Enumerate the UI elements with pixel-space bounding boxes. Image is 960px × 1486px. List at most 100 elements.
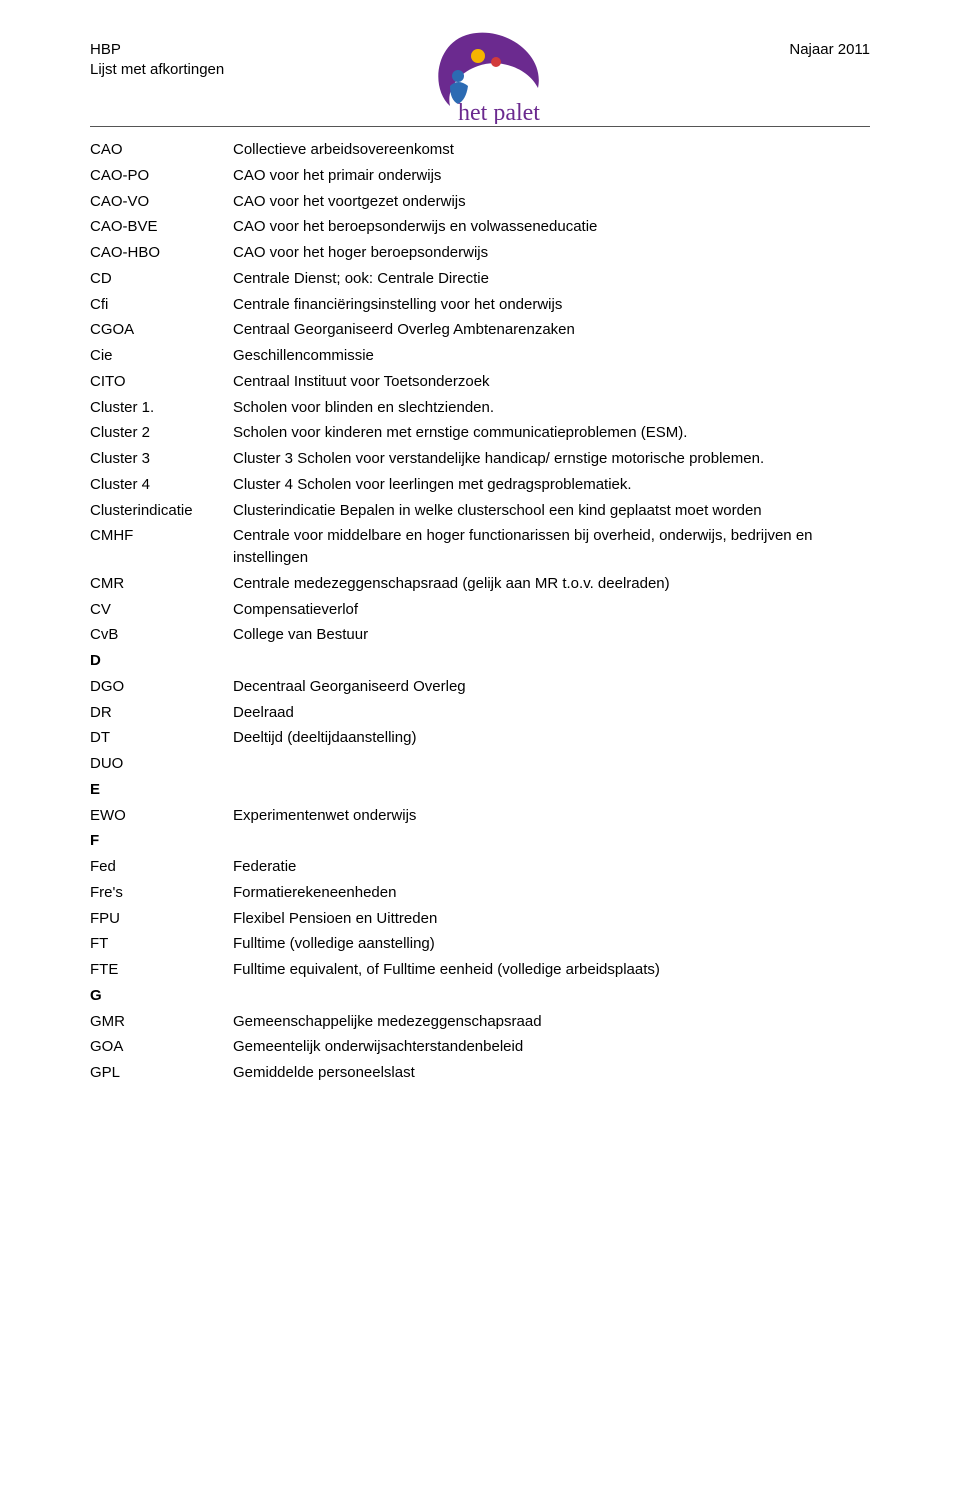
abbr: CMR: [90, 571, 233, 597]
section-heading: E: [90, 777, 870, 803]
def: Experimentenwet onderwijs: [233, 803, 870, 829]
def: Scholen voor blinden en slechtzienden.: [233, 395, 870, 421]
abbr: DT: [90, 725, 233, 751]
header-title-line1: HBP: [90, 40, 224, 60]
abbr: Cie: [90, 343, 233, 369]
table-row: CGOACentraal Georganiseerd Overleg Ambte…: [90, 317, 870, 343]
abbr: Cluster 2: [90, 420, 233, 446]
def: Compensatieverlof: [233, 597, 870, 623]
abbr: CGOA: [90, 317, 233, 343]
def: Centrale financiëringsinstelling voor he…: [233, 292, 870, 318]
table-row: GPLGemiddelde personeelslast: [90, 1060, 870, 1086]
table-row: CMHFCentrale voor middelbare en hoger fu…: [90, 523, 870, 571]
table-row: GOAGemeentelijk onderwijsachterstandenbe…: [90, 1034, 870, 1060]
def: [233, 751, 870, 777]
table-row: CAO-VOCAO voor het voortgezet onderwijs: [90, 189, 870, 215]
table-row: EWOExperimentenwet onderwijs: [90, 803, 870, 829]
def: Decentraal Georganiseerd Overleg: [233, 674, 870, 700]
abbr: Cluster 3: [90, 446, 233, 472]
table-row: DTDeeltijd (deeltijdaanstelling): [90, 725, 870, 751]
section-letter: E: [90, 777, 233, 803]
def: CAO voor het beroepsonderwijs en volwass…: [233, 214, 870, 240]
table-row: Cluster 4Cluster 4 Scholen voor leerling…: [90, 472, 870, 498]
table-row: Fre'sFormatierekeneenheden: [90, 880, 870, 906]
header-title-line2: Lijst met afkortingen: [90, 60, 224, 80]
abbr: Cluster 4: [90, 472, 233, 498]
abbr: GMR: [90, 1009, 233, 1035]
table-row: Cluster 1.Scholen voor blinden en slecht…: [90, 395, 870, 421]
def: Flexibel Pensioen en Uittreden: [233, 906, 870, 932]
def: Centrale voor middelbare en hoger functi…: [233, 523, 870, 571]
def: Scholen voor kinderen met ernstige commu…: [233, 420, 870, 446]
abbr: CvB: [90, 622, 233, 648]
header-right: Najaar 2011: [789, 40, 870, 60]
abbr: CD: [90, 266, 233, 292]
table-row: CfiCentrale financiëringsinstelling voor…: [90, 292, 870, 318]
def: CAO voor het voortgezet onderwijs: [233, 189, 870, 215]
abbr: Cfi: [90, 292, 233, 318]
table-row: CvBCollege van Bestuur: [90, 622, 870, 648]
table-section-d: D DGODecentraal Georganiseerd Overleg DR…: [90, 648, 870, 777]
def: College van Bestuur: [233, 622, 870, 648]
section-heading: G: [90, 983, 870, 1009]
table-section-e: E EWOExperimentenwet onderwijs: [90, 777, 870, 829]
abbr: DGO: [90, 674, 233, 700]
table-row: CAO-POCAO voor het primair onderwijs: [90, 163, 870, 189]
abbr: GPL: [90, 1060, 233, 1086]
table-row: CITOCentraal Instituut voor Toetsonderzo…: [90, 369, 870, 395]
header-rule: [90, 126, 870, 127]
header-left: HBP Lijst met afkortingen: [90, 40, 224, 81]
table-row: CieGeschillencommissie: [90, 343, 870, 369]
abbr: GOA: [90, 1034, 233, 1060]
svg-text:het palet: het palet: [458, 100, 540, 124]
section-heading: F: [90, 828, 870, 854]
def: Deelraad: [233, 700, 870, 726]
section-heading: D: [90, 648, 870, 674]
table-row: FedFederatie: [90, 854, 870, 880]
abbr: CV: [90, 597, 233, 623]
abbr: CAO-PO: [90, 163, 233, 189]
table-row: DRDeelraad: [90, 700, 870, 726]
def: Fulltime equivalent, of Fulltime eenheid…: [233, 957, 870, 983]
abbr: CAO: [90, 137, 233, 163]
def: Centraal Instituut voor Toetsonderzoek: [233, 369, 870, 395]
table-row: DGODecentraal Georganiseerd Overleg: [90, 674, 870, 700]
def: Fulltime (volledige aanstelling): [233, 931, 870, 957]
def: Deeltijd (deeltijdaanstelling): [233, 725, 870, 751]
def: Geschillencommissie: [233, 343, 870, 369]
table-row: FTFulltime (volledige aanstelling): [90, 931, 870, 957]
abbr: Clusterindicatie: [90, 498, 233, 524]
def: Cluster 4 Scholen voor leerlingen met ge…: [233, 472, 870, 498]
table-row: CAO-BVECAO voor het beroepsonderwijs en …: [90, 214, 870, 240]
abbr: DR: [90, 700, 233, 726]
section-letter: F: [90, 828, 233, 854]
abbr: Fre's: [90, 880, 233, 906]
abbr: Fed: [90, 854, 233, 880]
document-page: HBP Lijst met afkortingen het palet Naja…: [0, 0, 960, 1486]
abbr: CMHF: [90, 523, 233, 571]
page-header: HBP Lijst met afkortingen het palet Naja…: [90, 40, 870, 126]
def: Formatierekeneenheden: [233, 880, 870, 906]
abbr: CAO-HBO: [90, 240, 233, 266]
abbr: FTE: [90, 957, 233, 983]
def: CAO voor het primair onderwijs: [233, 163, 870, 189]
table-row: Cluster 2Scholen voor kinderen met ernst…: [90, 420, 870, 446]
def: Gemeentelijk onderwijsachterstandenbelei…: [233, 1034, 870, 1060]
table-section-f: F FedFederatie Fre'sFormatierekeneenhede…: [90, 828, 870, 983]
def: Gemeenschappelijke medezeggenschapsraad: [233, 1009, 870, 1035]
table-row: CDCentrale Dienst; ook: Centrale Directi…: [90, 266, 870, 292]
table-row: Cluster 3Cluster 3 Scholen voor verstand…: [90, 446, 870, 472]
table-row: CAO-HBOCAO voor het hoger beroepsonderwi…: [90, 240, 870, 266]
het-palet-logo-icon: het palet: [400, 28, 560, 124]
def: Centraal Georganiseerd Overleg Ambtenare…: [233, 317, 870, 343]
table-section-g: G GMRGemeenschappelijke medezeggenschaps…: [90, 983, 870, 1086]
table-row: CAOCollectieve arbeidsovereenkomst: [90, 137, 870, 163]
def: Gemiddelde personeelslast: [233, 1060, 870, 1086]
section-letter: G: [90, 983, 233, 1009]
section-letter: D: [90, 648, 233, 674]
def: Clusterindicatie Bepalen in welke cluste…: [233, 498, 870, 524]
abbr: FPU: [90, 906, 233, 932]
table-row: CMRCentrale medezeggenschapsraad (gelijk…: [90, 571, 870, 597]
def: Federatie: [233, 854, 870, 880]
abbr: CITO: [90, 369, 233, 395]
